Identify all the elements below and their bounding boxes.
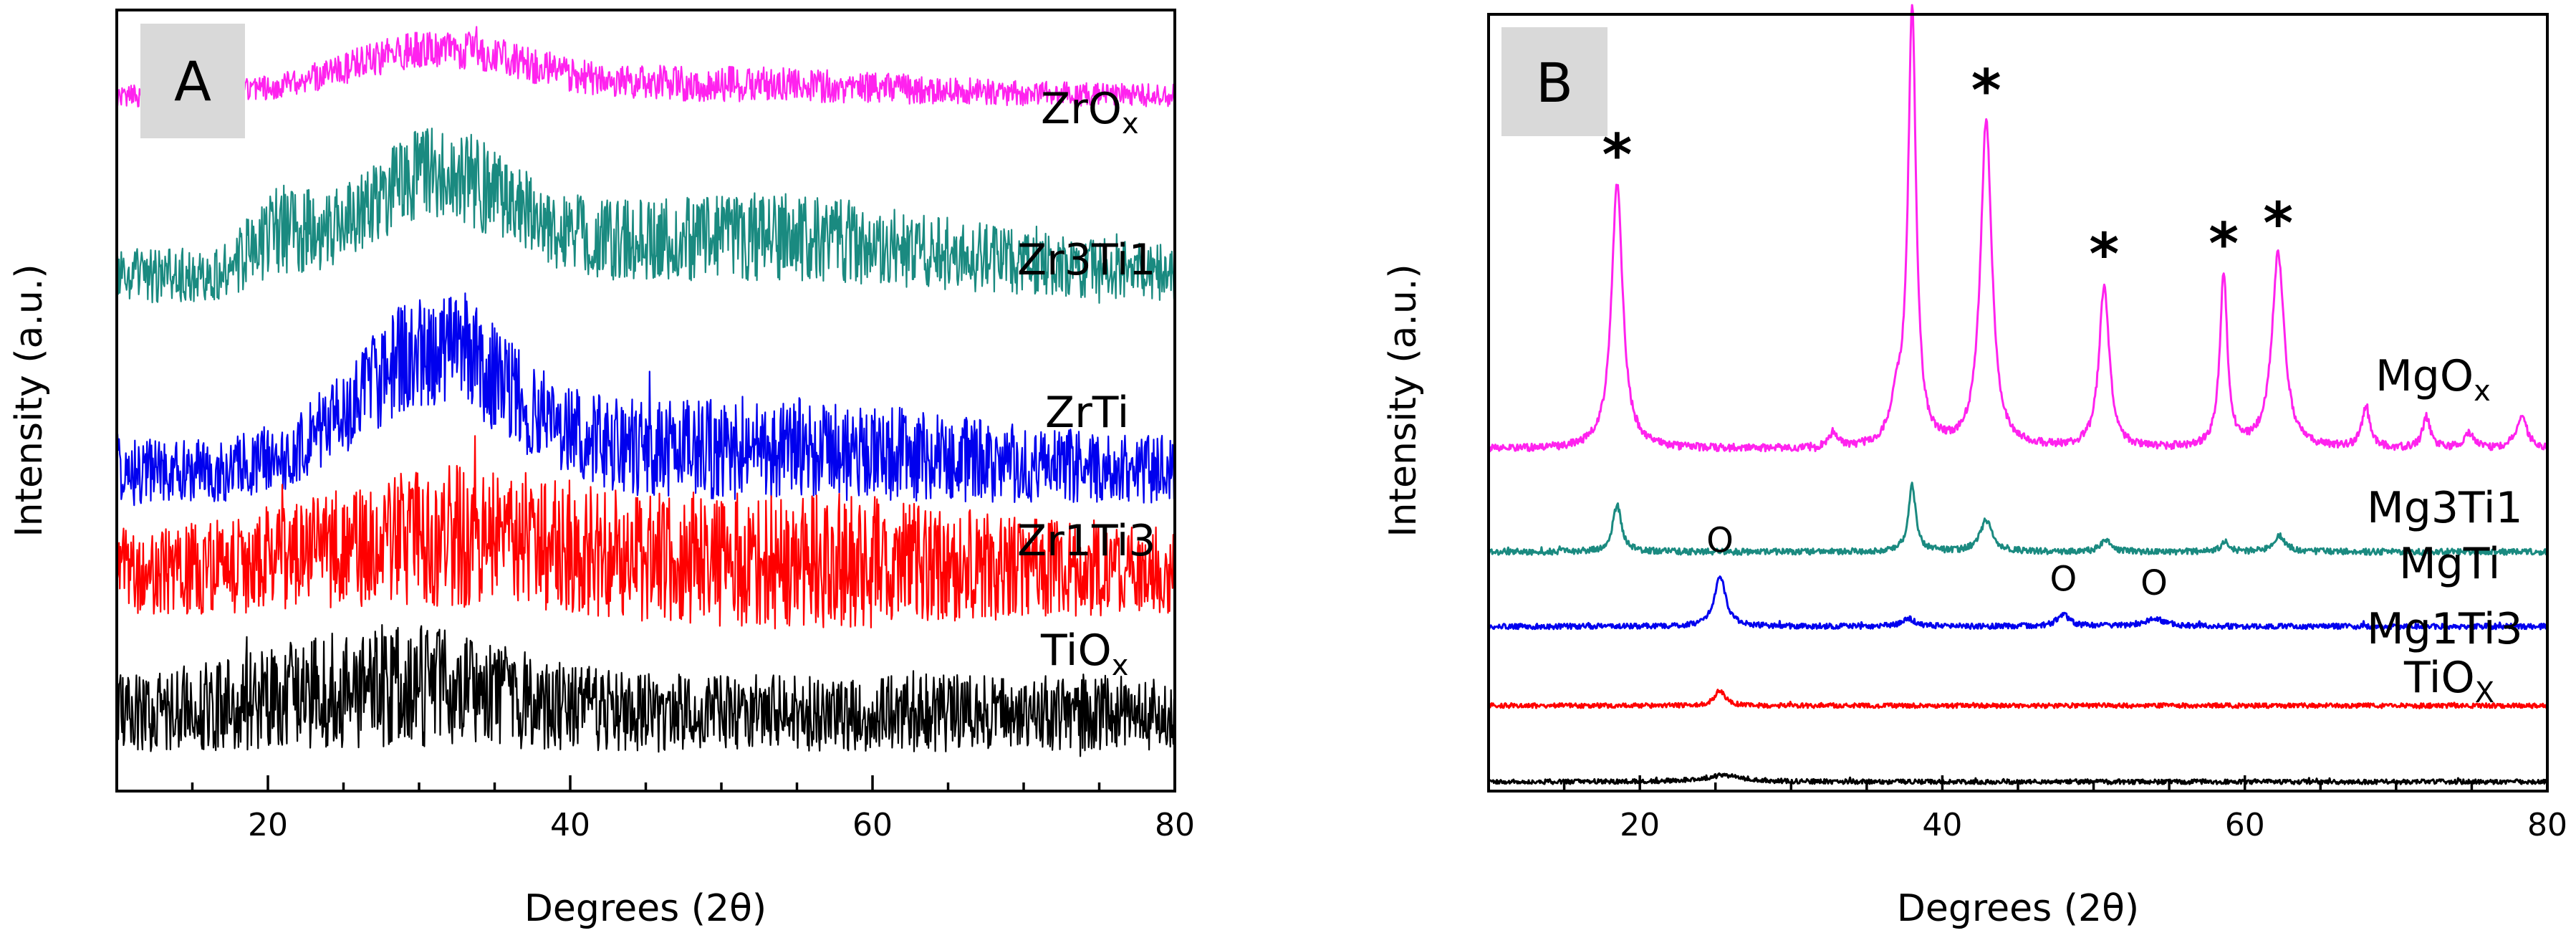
panel-a-xtick-label: 60 [852, 807, 893, 843]
peak-star-marker: * [2263, 190, 2293, 257]
peak-star-marker: * [2089, 221, 2119, 288]
panel-b-letter-box [1501, 27, 1607, 136]
panel-b-series-labels: MgOx Mg3Ti1 MgTi Mg1Ti3 TiOX [2367, 351, 2523, 709]
panel-b-series-mgti [1487, 575, 2548, 631]
peak-star-marker: * [1971, 57, 2001, 124]
panel-b-series-mg3ti1 [1488, 482, 2549, 556]
panel-b-xtick-label: 80 [2527, 807, 2567, 843]
label-a-zrox: ZrOx [1041, 84, 1139, 140]
panel-b-series-mg1ti3 [1487, 689, 2549, 709]
panel-b-letter: B [1536, 51, 1573, 115]
peak-o-marker: O [2140, 563, 2168, 603]
label-a-tiox: TiOx [1040, 626, 1128, 682]
label-b-mg3ti1: Mg3Ti1 [2367, 483, 2523, 533]
panel-a-series-labels: ZrOx Zr3Ti1 ZrTi Zr1Ti3 TiOx [1017, 84, 1156, 682]
peak-o-marker: O [1706, 521, 1734, 561]
panel-a-series-tiox [115, 624, 1176, 757]
panel-b-annotations: * * * * * * O O O [1602, 0, 2294, 603]
panel-a-series-zrox [115, 26, 1176, 107]
panel-b-xtick-label: 20 [1620, 807, 1660, 843]
panel-b-traces [1487, 4, 2549, 785]
panel-b-ticks: 20 40 60 80 [1487, 775, 2567, 843]
panel-a-series-zrti [115, 292, 1176, 507]
label-b-tiox: TiOX [2403, 653, 2494, 709]
label-a-zr3ti1: Zr3Ti1 [1017, 235, 1156, 285]
panel-a-ylabel: Intensity (a.u.) [8, 264, 51, 537]
peak-o-marker: O [2049, 560, 2077, 600]
panel-b-series-tiox [1487, 772, 2549, 785]
label-b-mgti: MgTi [2399, 539, 2500, 589]
peak-star-marker: * [2209, 211, 2239, 277]
panel-a-xlabel: Degrees (2θ) [524, 887, 766, 930]
label-b-mg1ti3: Mg1Ti3 [2367, 604, 2523, 654]
panel-a-xtick-label: 80 [1155, 807, 1195, 843]
panel-a-ticks: 20 40 60 80 [115, 775, 1195, 843]
peak-star-marker: * [1602, 122, 1633, 188]
panel-a-series-zr3ti1 [115, 128, 1176, 304]
panel-a-xtick-label: 40 [550, 807, 590, 843]
panel-b-xtick-label: 60 [2225, 807, 2265, 843]
label-a-zr1ti3: Zr1Ti3 [1017, 516, 1156, 566]
panel-a-letter: A [174, 49, 211, 113]
panel-b-frame [1487, 13, 2549, 793]
panel-b-xtick-label: 40 [1922, 807, 1962, 843]
panel-a-xtick-label: 20 [248, 807, 288, 843]
panel-b-ylabel: Intensity (a.u.) [1382, 264, 1425, 537]
panel-b-series-mgox [1487, 4, 2549, 453]
panel-a-traces [115, 26, 1176, 757]
label-b-mgox: MgOx [2375, 351, 2491, 408]
panel-a-letter-box [140, 24, 245, 138]
peak-star-marker: * [1897, 0, 1927, 7]
panel-a: A 20 40 60 80 ZrOx Zr3Ti1 ZrTi Zr1Ti3 TiOx … [8, 9, 1195, 930]
panel-a-series-zr1ti3 [115, 435, 1176, 630]
panel-b-xlabel: Degrees (2θ) [1897, 887, 2139, 930]
label-a-zrti: ZrTi [1045, 388, 1129, 438]
panel-b: B 20 40 60 80 * * * * * * O O O MgOx Mg3Ti1 MgTi Mg… [1382, 0, 2567, 930]
